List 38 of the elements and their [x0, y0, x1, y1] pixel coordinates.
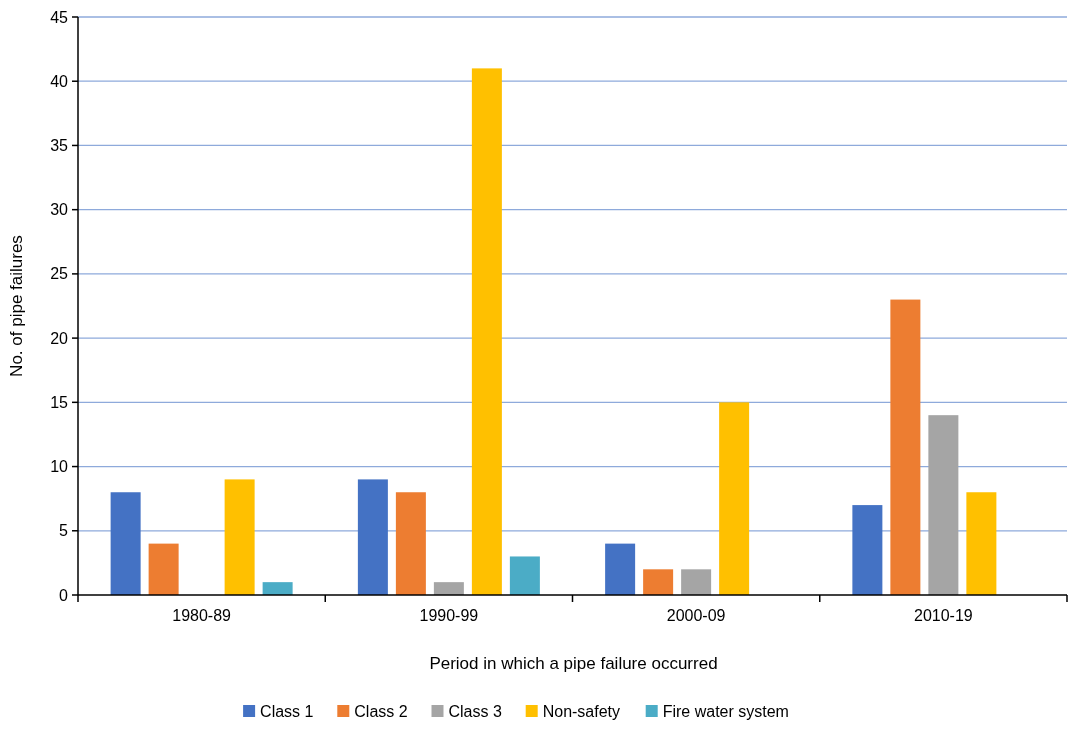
bar [110, 492, 141, 595]
bar [262, 582, 293, 595]
bar [357, 479, 388, 595]
y-axis-title: No. of pipe failures [7, 235, 26, 377]
x-tick-label: 1990-99 [419, 607, 479, 624]
y-tick-label: 40 [50, 72, 69, 90]
x-tick-label: 1980-89 [172, 607, 232, 624]
legend-label: Non-safety [542, 703, 621, 720]
bar [605, 543, 636, 595]
bar [471, 68, 502, 595]
x-tick-label: 2000-09 [666, 607, 726, 624]
x-axis-title: Period in which a pipe failure occurred [429, 654, 718, 673]
bar [224, 479, 255, 595]
bar [433, 582, 464, 595]
bar [643, 569, 674, 595]
legend-label: Class 3 [448, 703, 502, 720]
legend-label: Fire water system [662, 703, 789, 720]
legend-label: Class 2 [354, 703, 408, 720]
x-tick-label: 2010-19 [914, 607, 973, 624]
y-tick-label: 35 [50, 137, 69, 155]
bar [148, 543, 179, 595]
bar [928, 415, 959, 595]
bar [395, 492, 426, 595]
legend-label: Class 1 [260, 703, 314, 720]
y-tick-label: 0 [59, 586, 69, 604]
bar [852, 505, 883, 595]
y-tick-label: 15 [50, 393, 69, 411]
y-tick-label: 25 [50, 265, 69, 283]
y-tick-label: 30 [50, 201, 69, 219]
y-tick-label: 5 [59, 522, 69, 540]
y-tick-label: 45 [50, 8, 69, 26]
bar [890, 299, 921, 595]
bar [719, 402, 750, 595]
bar [509, 556, 540, 595]
y-tick-label: 10 [50, 458, 69, 476]
bar [966, 492, 997, 595]
y-tick-label: 20 [50, 329, 69, 347]
bar [681, 569, 712, 595]
